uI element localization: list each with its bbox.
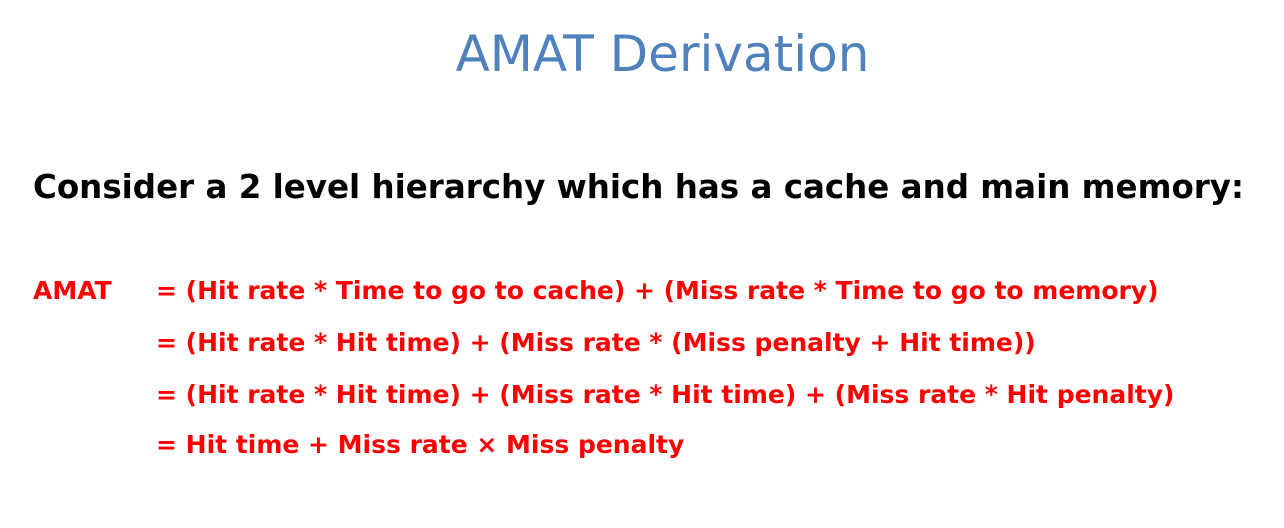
slide-title: AMAT Derivation (455, 25, 870, 83)
equation-line-1: = (Hit rate * Time to go to cache) + (Mi… (156, 276, 1159, 305)
equation-line-4: = Hit time + Miss rate × Miss penalty (156, 430, 685, 459)
slide-subtitle: Consider a 2 level hierarchy which has a… (33, 168, 1244, 206)
equation-line-2: = (Hit rate * Hit time) + (Miss rate * (… (156, 328, 1036, 357)
equation-line-3: = (Hit rate * Hit time) + (Miss rate * H… (156, 380, 1175, 409)
equation-label: AMAT (33, 276, 112, 305)
